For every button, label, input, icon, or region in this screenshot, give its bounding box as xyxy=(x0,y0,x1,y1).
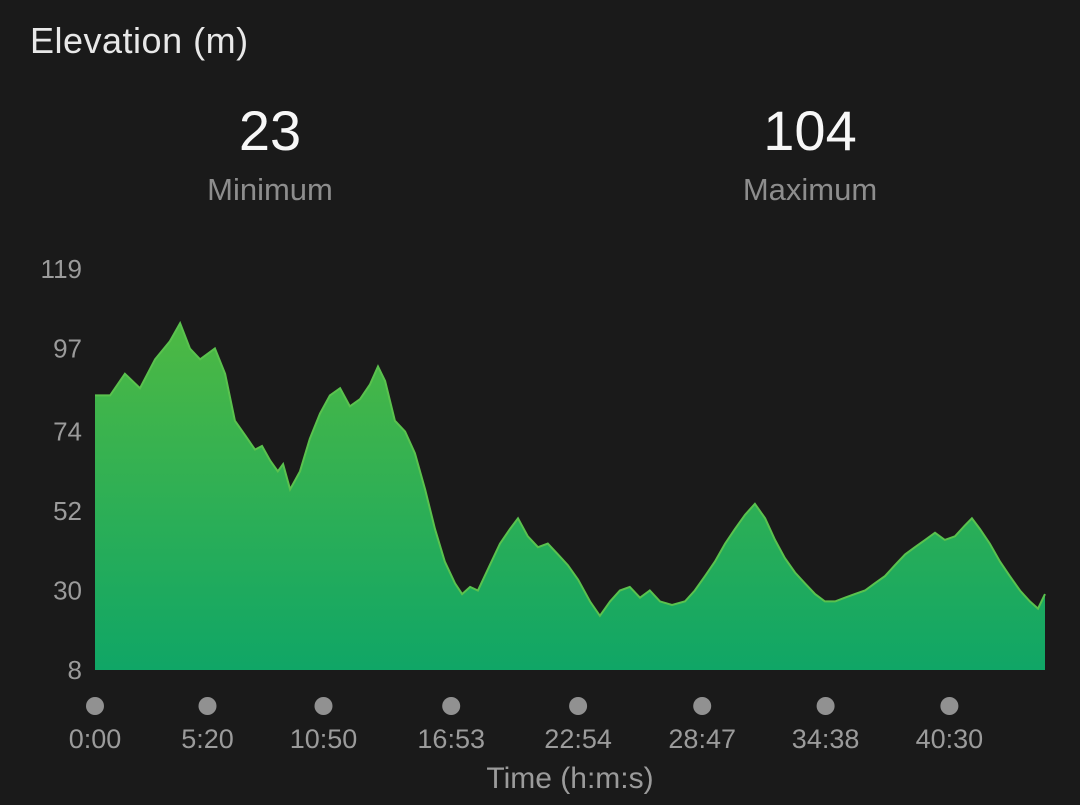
y-tick-label: 30 xyxy=(53,576,82,606)
x-tick-dot xyxy=(693,697,712,715)
x-tick-label: 34:38 xyxy=(792,724,860,754)
y-axis-ticks: 119 97 74 52 30 8 xyxy=(41,254,82,685)
x-tick-dot xyxy=(569,697,588,715)
x-tick-dot xyxy=(816,697,835,715)
stat-minimum-value: 23 xyxy=(238,99,302,162)
x-tick-label: 0:00 xyxy=(69,724,122,754)
x-tick-label: 40:30 xyxy=(916,724,984,754)
x-tick-label: 28:47 xyxy=(668,724,736,754)
x-tick-dot xyxy=(198,697,217,715)
x-tick-dot xyxy=(442,697,461,715)
y-tick-label: 8 xyxy=(68,655,82,685)
stat-maximum-value: 104 xyxy=(763,99,857,162)
x-tick-label: 5:20 xyxy=(181,724,234,754)
x-axis-title: Time (h:m:s) xyxy=(486,762,654,795)
elevation-area xyxy=(95,323,1045,670)
y-tick-label: 119 xyxy=(41,254,82,284)
elevation-line xyxy=(95,320,1046,618)
stat-minimum: 23 Minimum xyxy=(0,100,540,208)
x-tick-label: 10:50 xyxy=(290,724,358,754)
x-tick-dot xyxy=(86,697,104,715)
chart-plot-area[interactable] xyxy=(95,269,1045,670)
stat-minimum-label: Minimum xyxy=(207,171,333,207)
y-tick-label: 74 xyxy=(53,417,82,447)
x-tick-label: 22:54 xyxy=(544,724,612,754)
x-tick-label: 16:53 xyxy=(417,724,485,754)
x-tick-dot xyxy=(314,697,333,715)
y-tick-label: 52 xyxy=(53,496,82,526)
x-axis-ticks: 0:00 5:20 10:50 16:53 22:54 28:47 34:38 40:30 xyxy=(69,697,983,754)
y-tick-label: 97 xyxy=(53,334,82,364)
page-title: Elevation (m) xyxy=(30,20,249,61)
stat-maximum-label: Maximum xyxy=(742,171,878,207)
stats-row: 23 Minimum 104 Maximum xyxy=(0,100,1080,208)
x-tick-dot xyxy=(940,697,959,715)
stat-maximum: 104 Maximum xyxy=(540,100,1080,208)
